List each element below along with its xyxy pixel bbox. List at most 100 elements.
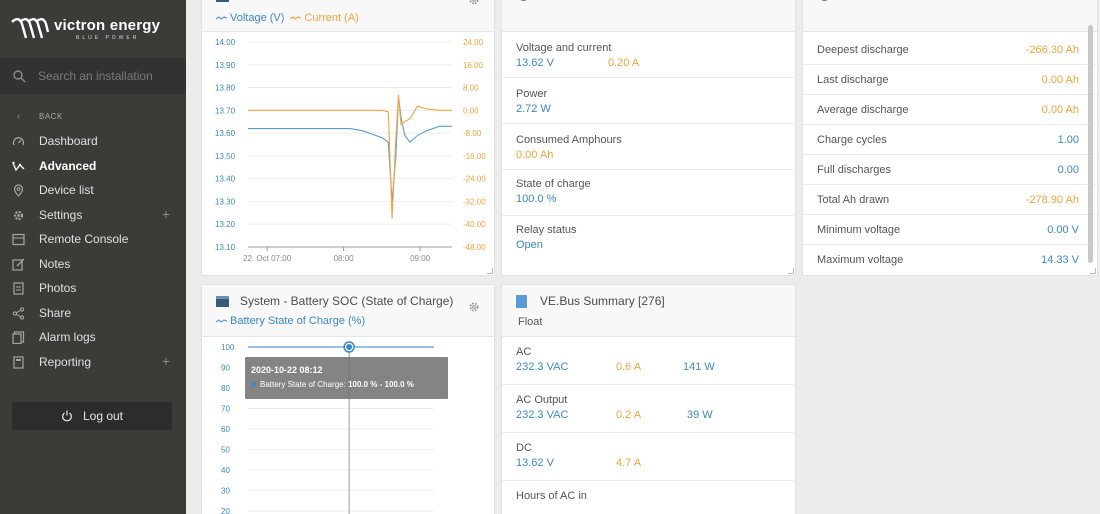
row-label: AC [516,346,532,358]
sidebar-item-advanced[interactable]: Advanced [0,154,186,178]
sidebar-item-share[interactable]: Share [0,301,186,325]
history-row: Full discharges 0.00 [803,155,1097,185]
ac-output-current: 0.2 A [616,409,642,421]
history-header [803,0,1097,32]
current-series-line [248,94,452,219]
victron-logo[interactable]: victron energy BLUE POWER [10,14,160,44]
x-tick-label: 09:00 [410,254,431,263]
soc-legend[interactable]: Battery State of Charge (%) [216,315,365,327]
y-right-tick-label: -48.00 [463,243,486,252]
dc-voltage: 13.62 V [516,457,554,469]
y-left-tick-label: 13.40 [215,175,236,184]
legend-line-icon [216,16,227,20]
sidebar-item-label: Notes [39,257,71,271]
resize-handle[interactable] [1090,268,1096,274]
resize-handle[interactable] [487,268,493,274]
row-label: Power [516,88,548,100]
row-label: Total Ah drawn [817,193,890,206]
legend-voltage[interactable]: Voltage (V) [216,12,284,24]
history-row: Minimum voltage 0.00 V [803,215,1097,245]
history-row: Average discharge 0.00 Ah [803,95,1097,125]
vebus-row-ac: AC 232.3 VAC 0.6 A 141 W [502,337,795,385]
battery-row-soc: State of charge 100.0 % [502,170,795,216]
y-left-tick-label: 13.90 [215,61,236,70]
search-installation[interactable]: Search an installation [0,58,186,94]
sidebar-item-label: Settings [39,208,83,222]
chart-title-icon [216,0,229,2]
battery-monitor-panel: Voltage and current 13.62 V 0.20 A Power… [501,0,796,276]
relay-value: Open [516,239,543,251]
vebus-row-hours-ac: Hours of AC in [502,481,795,514]
sidebar-item-device-list[interactable]: Device list [0,178,186,202]
back-button[interactable]: ‹ BACK [0,104,186,128]
notes-icon [12,258,25,271]
y-tick-label: 40 [221,466,230,475]
y-left-tick-label: 13.80 [215,84,236,93]
y-left-tick-label: 13.10 [215,243,236,252]
chart-legend: Voltage (V) Current (A) [216,12,359,24]
chart-header: Voltage (V) Current (A) [202,0,494,32]
sidebar-item-notes[interactable]: Notes [0,252,186,276]
sidebar-item-remote-console[interactable]: Remote Console [0,227,186,251]
scrollbar[interactable] [1088,25,1093,263]
sidebar: victron energy BLUE POWER Search an inst… [0,0,186,514]
y-tick-label: 80 [221,384,230,393]
history-row: Charge cycles 1.00 [803,125,1097,155]
y-tick-label: 50 [221,446,230,455]
brand-name: victron energy [54,17,161,34]
y-right-tick-label: 0.00 [463,106,479,115]
hover-point-center [346,344,353,350]
soc-header: System - Battery SOC (State of Charge) B… [202,285,494,337]
expand-plus-icon[interactable]: + [161,206,170,222]
y-left-tick-label: 13.70 [215,106,236,115]
ac-voltage: 232.3 VAC [516,361,569,373]
dc-current: 4.7 A [616,457,642,469]
search-input[interactable]: Search an installation [38,69,153,83]
y-right-tick-label: -32.00 [463,197,486,206]
y-right-tick-label: -16.00 [463,152,486,161]
sidebar-item-settings[interactable]: Settings + [0,203,186,227]
battery-row-voltage-current: Voltage and current 13.62 V 0.20 A [502,32,795,78]
resize-handle[interactable] [788,268,794,274]
chart-settings-gear-icon[interactable] [468,0,480,6]
row-value: 0.00 [1057,163,1079,176]
logout-label: Log out [82,409,124,423]
chart-settings-gear-icon[interactable] [468,301,480,313]
sidebar-item-alarm-logs[interactable]: Alarm logs [0,325,186,349]
legend-line-icon [290,16,302,20]
y-left-tick-label: 13.60 [215,129,236,138]
ac-current: 0.6 A [616,361,642,373]
inverter-icon [516,294,527,308]
vebus-row-dc: DC 13.62 V 4.7 A [502,433,795,481]
soc-title-row: System - Battery SOC (State of Charge) [202,294,453,308]
legend-current-label: Current (A) [304,12,359,24]
ac-power: 141 W [683,361,715,373]
row-value: 14.33 V [1041,254,1079,266]
y-right-tick-label: -40.00 [463,220,486,229]
victron-logo-icon [11,18,50,39]
y-tick-label: 70 [221,405,230,414]
expand-plus-icon[interactable]: + [161,353,170,369]
battery-row-consumed: Consumed Amphours 0.00 Ah [502,124,795,170]
row-label: Full discharges [817,163,891,176]
chevron-left-icon: ‹ [16,110,21,122]
tooltip-time: 2020-10-22 08:12 [251,365,323,375]
vebus-title-row: VE.Bus Summary [276] [502,294,665,308]
x-tick-label: 08:00 [334,254,355,263]
y-left-tick-label: 14.00 [215,38,236,47]
y-right-tick-label: 8.00 [463,84,479,93]
sidebar-item-reporting[interactable]: Reporting + [0,350,186,374]
legend-current[interactable]: Current (A) [290,12,359,24]
y-tick-label: 90 [221,364,230,373]
logout-button[interactable]: Log out [12,402,172,430]
sidebar-item-dashboard[interactable]: Dashboard [0,129,186,153]
vebus-title: VE.Bus Summary [276] [540,294,665,308]
voltage-current-chart[interactable]: 14.00 24.00 13.90 16.00 13.80 8.00 13.70 0.00 13… [202,32,495,276]
voltage-series-line [248,96,452,202]
y-right-tick-label: 16.00 [463,61,484,70]
row-label: Maximum voltage [817,254,904,266]
row-label: Last discharge [817,73,889,86]
row-label: Charge cycles [817,133,887,146]
sidebar-item-photos[interactable]: Photos [0,276,186,300]
sidebar-item-label: Share [39,306,72,320]
